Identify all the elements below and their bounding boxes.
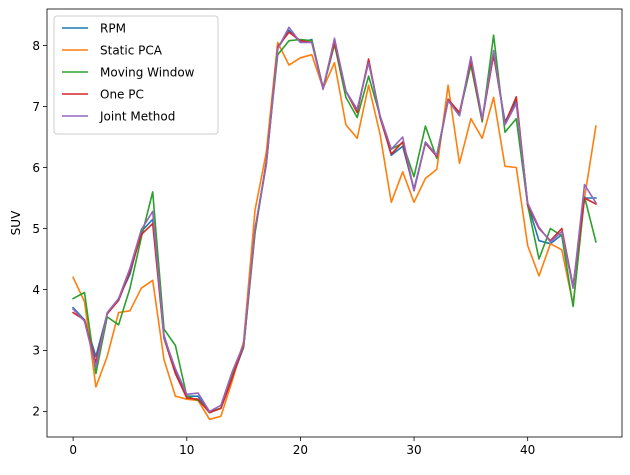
plot-frame [46,8,623,438]
legend-label-joint-method: Joint Method [99,109,175,123]
series-layer [71,26,598,421]
legend-box [53,15,219,135]
y-axis-label: SUV [9,210,23,235]
legend-label-static-pca: Static PCA [100,43,163,57]
x-tick-label: 10 [179,443,194,457]
legend: RPM Static PCA Moving Window One PC Joint Me… [53,15,219,135]
x-axis: 0 10 20 30 40 [69,437,535,457]
x-tick-label: 40 [520,443,535,457]
legend-label-moving-window: Moving Window [100,65,195,79]
y-tick-label: 6 [32,161,40,175]
legend-label-rpm: RPM [100,21,126,35]
x-tick-label: 0 [69,443,77,457]
legend-label-one-pc: One PC [100,87,144,101]
y-tick-label: 5 [32,222,40,236]
y-tick-label: 8 [32,39,40,53]
y-tick-label: 2 [32,405,40,419]
series-line-static-pca [72,41,597,421]
series-line-joint-method [71,26,598,413]
y-axis: 2 3 4 5 6 7 8 [32,39,47,419]
y-tick-label: 3 [32,344,40,358]
x-tick-label: 30 [406,443,421,457]
y-tick-label: 7 [32,100,40,114]
y-tick-label: 4 [32,283,40,297]
x-tick-label: 20 [293,443,308,457]
